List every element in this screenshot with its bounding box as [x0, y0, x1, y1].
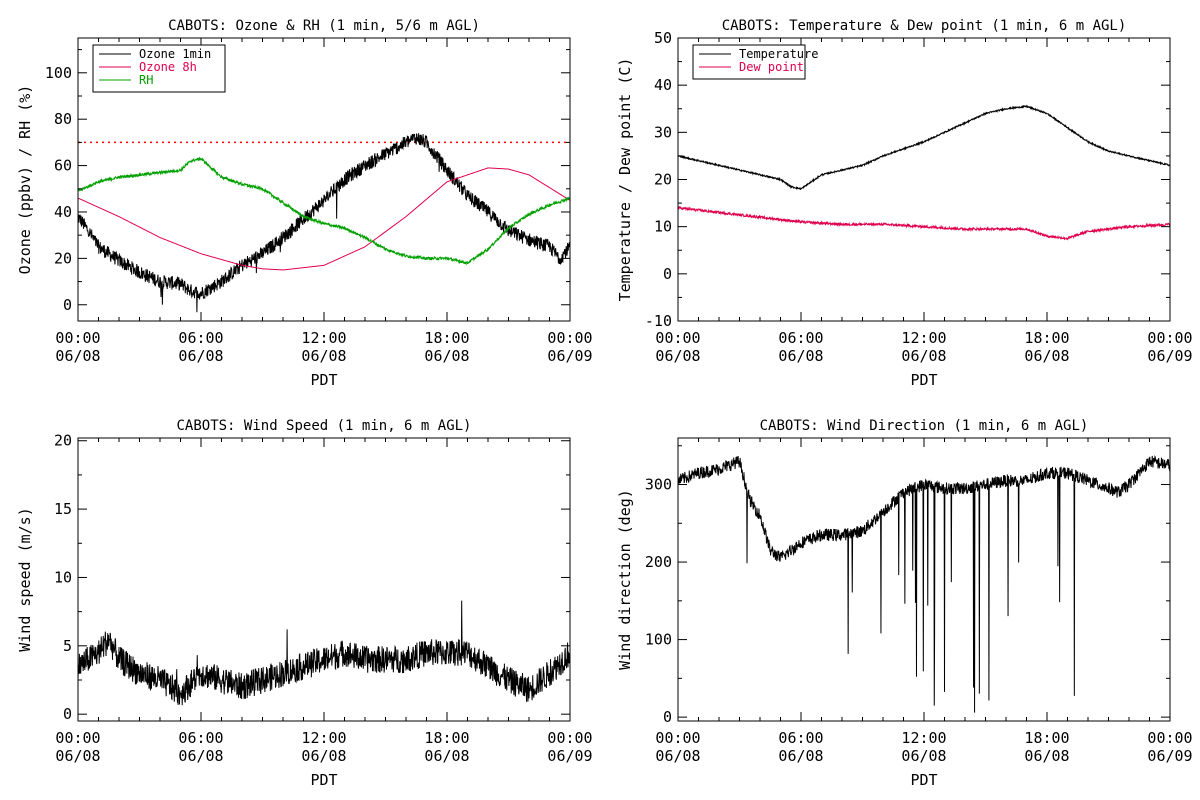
x-tick-date: 06/08 [778, 347, 823, 365]
series-line-2 [78, 167, 570, 271]
x-tick-label: 06:00 [178, 729, 223, 747]
chart-title: CABOTS: Temperature & Dew point (1 min, … [722, 18, 1127, 34]
legend-entry: Ozone 8h [139, 60, 197, 74]
y-tick-label: 20 [54, 249, 72, 267]
x-tick-date: 06/08 [55, 347, 100, 365]
x-tick-date: 06/08 [301, 747, 346, 765]
legend-entry: Dew point [739, 60, 804, 74]
x-tick-label: 18:00 [424, 729, 469, 747]
x-tick-date: 06/08 [901, 347, 946, 365]
x-tick-label: 00:00 [1147, 729, 1192, 747]
legend-entry: RH [139, 73, 153, 87]
chart-panel-3: CABOTS: Wind Speed (1 min, 6 m AGL) 00:00… [16, 418, 593, 789]
y-tick-label: 0 [663, 708, 672, 726]
series-line-1 [78, 132, 570, 313]
y-tick-label: 60 [54, 157, 72, 175]
x-tick-date: 06/09 [547, 747, 592, 765]
x-tick-label: 06:00 [778, 729, 823, 747]
x-tick-date: 06/09 [1147, 747, 1192, 765]
y-tick-label: 10 [54, 568, 72, 586]
y-axis-label: Wind speed (m/s) [16, 507, 34, 652]
x-tick-date: 06/08 [778, 747, 823, 765]
x-tick-date: 06/08 [424, 747, 469, 765]
x-tick-date: 06/08 [301, 347, 346, 365]
x-tick-date: 06/08 [655, 347, 700, 365]
chart-panel-1: CABOTS: Ozone & RH (1 min, 5/6 m AGL) 00:… [16, 18, 593, 389]
chart-title: CABOTS: Ozone & RH (1 min, 5/6 m AGL) [168, 18, 480, 34]
y-axis-label: Wind direction (deg) [616, 489, 634, 670]
y-tick-label: 40 [54, 203, 72, 221]
y-tick-label: 0 [63, 296, 72, 314]
x-axis-label: PDT [910, 771, 937, 789]
chart-panel-4: CABOTS: Wind Direction (1 min, 6 m AGL) 0… [616, 418, 1193, 789]
y-tick-label: 300 [645, 476, 672, 494]
x-tick-date: 06/08 [55, 747, 100, 765]
series-line-1 [678, 454, 1170, 713]
y-tick-label: -10 [645, 312, 672, 330]
x-tick-date: 06/08 [901, 747, 946, 765]
x-tick-label: 00:00 [655, 329, 700, 347]
chart-title: CABOTS: Wind Speed (1 min, 6 m AGL) [176, 418, 471, 434]
x-tick-label: 00:00 [55, 729, 100, 747]
x-tick-label: 06:00 [778, 329, 823, 347]
chart-panel-2: CABOTS: Temperature & Dew point (1 min, … [616, 18, 1193, 389]
x-tick-date: 06/08 [655, 747, 700, 765]
x-tick-date: 06/09 [547, 347, 592, 365]
x-tick-date: 06/08 [178, 347, 223, 365]
y-tick-label: 100 [645, 631, 672, 649]
x-tick-label: 00:00 [655, 729, 700, 747]
x-tick-label: 00:00 [55, 329, 100, 347]
legend-box [92, 44, 226, 93]
series-line-1 [678, 104, 1170, 191]
y-axis-label: Ozone (ppbv) / RH (%) [16, 85, 34, 275]
y-tick-label: 20 [654, 171, 672, 189]
y-tick-label: 80 [54, 110, 72, 128]
x-tick-label: 00:00 [547, 329, 592, 347]
legend-box [692, 44, 806, 80]
y-tick-label: 50 [654, 29, 672, 47]
x-tick-date: 06/09 [1147, 347, 1192, 365]
x-tick-label: 12:00 [901, 329, 946, 347]
y-tick-label: 20 [54, 432, 72, 450]
x-tick-label: 18:00 [1024, 329, 1069, 347]
y-tick-label: 0 [63, 705, 72, 723]
y-axis-label: Temperature / Dew point (C) [616, 58, 634, 302]
x-tick-label: 12:00 [901, 729, 946, 747]
x-tick-label: 12:00 [301, 729, 346, 747]
y-tick-label: 10 [654, 218, 672, 236]
x-tick-label: 18:00 [1024, 729, 1069, 747]
series-line-1 [78, 600, 570, 706]
plot-frame [677, 37, 1171, 322]
x-tick-label: 18:00 [424, 329, 469, 347]
x-axis-label: PDT [310, 371, 337, 389]
x-axis-label: PDT [310, 771, 337, 789]
x-axis-label: PDT [910, 371, 937, 389]
series-line-3 [78, 156, 570, 266]
chart-title: CABOTS: Wind Direction (1 min, 6 m AGL) [760, 418, 1089, 434]
y-tick-label: 15 [54, 500, 72, 518]
x-tick-label: 06:00 [178, 329, 223, 347]
legend-entry: Ozone 1min [139, 47, 211, 61]
x-tick-date: 06/08 [1024, 747, 1069, 765]
x-tick-label: 00:00 [1147, 329, 1192, 347]
legend-entry: Temperature [739, 47, 818, 61]
x-tick-label: 12:00 [301, 329, 346, 347]
x-tick-date: 06/08 [178, 747, 223, 765]
y-tick-label: 5 [63, 637, 72, 655]
y-tick-label: 40 [654, 76, 672, 94]
x-tick-date: 06/08 [1024, 347, 1069, 365]
y-tick-label: 200 [645, 553, 672, 571]
x-tick-date: 06/08 [424, 347, 469, 365]
x-tick-label: 00:00 [547, 729, 592, 747]
y-tick-label: 100 [45, 64, 72, 82]
y-tick-label: 30 [654, 123, 672, 141]
y-tick-label: 0 [663, 265, 672, 283]
series-line-2 [678, 205, 1170, 241]
